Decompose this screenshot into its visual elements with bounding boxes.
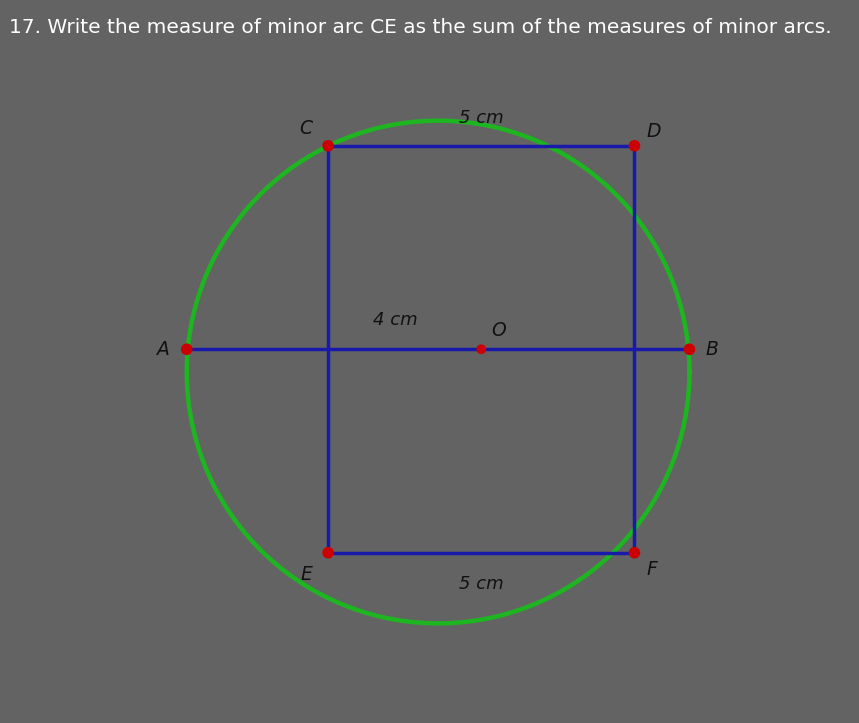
Text: 4 cm: 4 cm xyxy=(373,311,417,329)
Point xyxy=(628,547,642,558)
Text: 17. Write the measure of minor arc CE as the sum of the measures of minor arcs.: 17. Write the measure of minor arc CE as… xyxy=(9,18,832,37)
Text: O: O xyxy=(491,321,506,340)
Text: E: E xyxy=(300,565,312,584)
Text: 5 cm: 5 cm xyxy=(459,575,503,593)
Text: A: A xyxy=(156,340,169,359)
Text: F: F xyxy=(646,560,657,579)
Point xyxy=(474,343,488,355)
Point xyxy=(180,343,193,355)
Point xyxy=(321,547,335,558)
Text: B: B xyxy=(705,340,718,359)
Text: D: D xyxy=(647,122,661,141)
Point xyxy=(628,140,642,152)
Text: C: C xyxy=(300,119,313,138)
Point xyxy=(683,343,697,355)
Point xyxy=(321,140,335,152)
Text: 5 cm: 5 cm xyxy=(459,109,503,127)
